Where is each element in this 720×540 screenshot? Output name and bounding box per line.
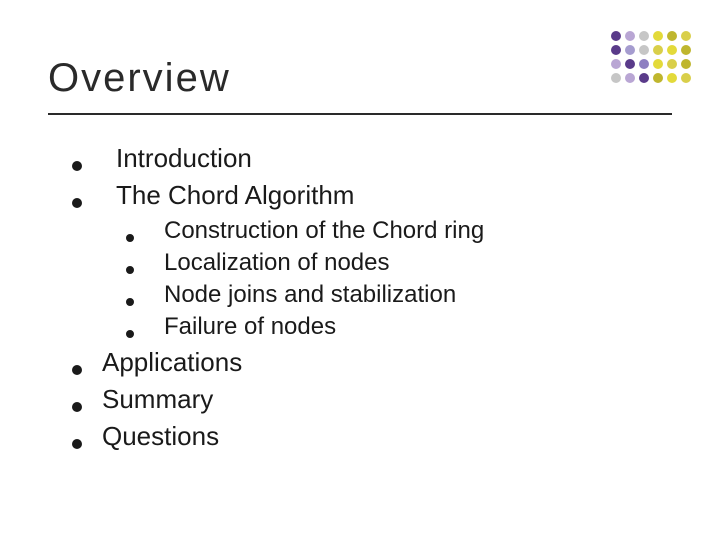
corner-dot-grid [610,30,700,92]
list-item-label: Localization of nodes [164,249,390,277]
list-item: Summary [72,384,672,415]
list-item: Questions [72,421,672,452]
list-item: Applications [72,347,672,378]
list-item-label: Node joins and stabilization [164,281,456,309]
bullet-dot-icon [126,298,134,306]
title-divider [48,113,672,115]
list-item-label: Questions [102,421,219,452]
bullet-dot-icon [72,161,82,171]
list-item-label: Summary [102,384,213,415]
bullet-dot-icon [126,266,134,274]
slide-title: Overview [48,56,672,101]
list-item: Localization of nodes [126,249,672,277]
bullet-dot-icon [126,234,134,242]
list-item: Construction of the Chord ring [126,217,672,245]
bullet-dot-icon [72,198,82,208]
bullet-dot-icon [72,439,82,449]
bullet-dot-icon [72,365,82,375]
bullet-list: Introduction The Chord Algorithm Constru… [48,143,672,452]
list-item-label: Applications [102,347,242,378]
list-item: Introduction [72,143,672,174]
list-item-label: The Chord Algorithm [116,180,354,211]
list-item-label: Introduction [116,143,252,174]
list-item: Node joins and stabilization [126,281,672,309]
bullet-dot-icon [126,330,134,338]
list-item: Failure of nodes [126,313,672,341]
bullet-dot-icon [72,402,82,412]
list-item-label: Failure of nodes [164,313,336,341]
list-item: The Chord Algorithm [72,180,672,211]
slide: Overview Introduction The Chord Algorith… [0,0,720,540]
list-item-label: Construction of the Chord ring [164,217,484,245]
